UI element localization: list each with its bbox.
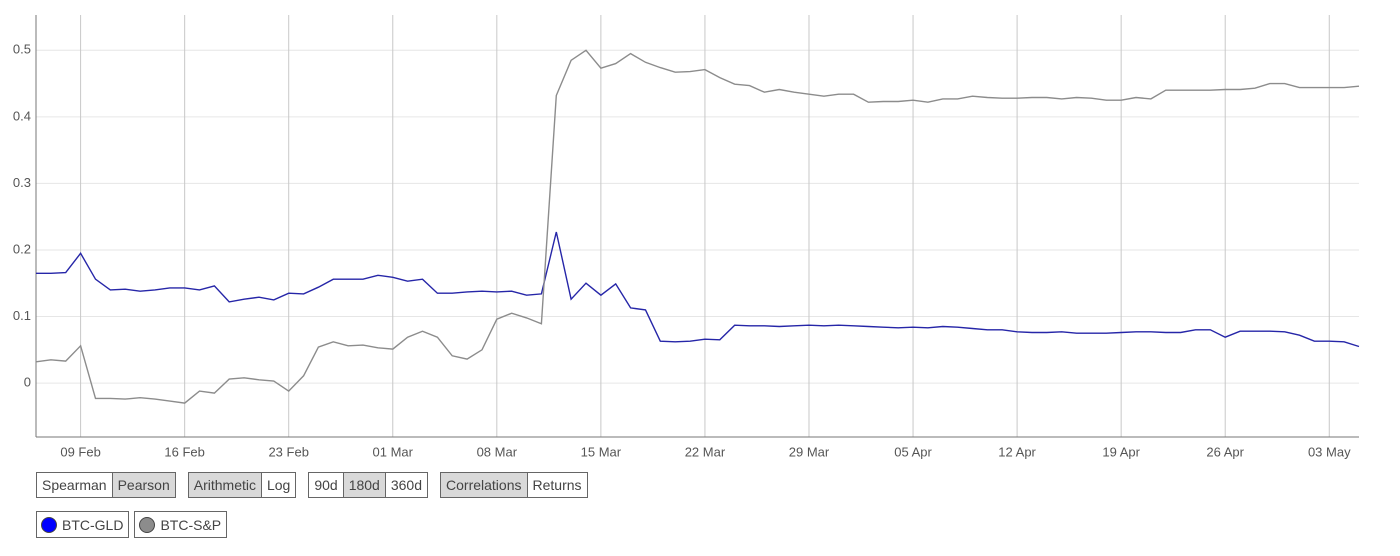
button-group: Correlations Returns	[440, 472, 588, 498]
x-tick-label: 23 Feb	[268, 444, 308, 459]
y-tick-label: 0.5	[13, 42, 31, 57]
controls: Spearman Pearson Arithmetic Log 90d 180d 360d C…	[36, 472, 588, 498]
x-tick-label: 01 Mar	[373, 444, 414, 459]
x-tick-label: 03 May	[1308, 444, 1351, 459]
x-tick-label: 05 Apr	[894, 444, 932, 459]
x-tick-label: 22 Mar	[685, 444, 726, 459]
y-tick-label: 0.1	[13, 308, 31, 323]
toggle-button[interactable]: Correlations	[441, 473, 527, 497]
y-tick-label: 0.4	[13, 108, 31, 123]
legend: BTC-GLD BTC-S&P	[36, 511, 228, 538]
legend-swatch	[139, 516, 156, 533]
y-tick-label: 0	[24, 375, 31, 390]
x-tick-label: 09 Feb	[60, 444, 100, 459]
legend-swatch	[41, 516, 57, 533]
legend-item[interactable]: BTC-GLD	[36, 511, 130, 538]
toggle-button[interactable]: Log	[260, 473, 296, 497]
toggle-button[interactable]: 180d	[342, 473, 385, 497]
x-tick-label: 26 Apr	[1206, 444, 1244, 459]
y-tick-label: 0.3	[13, 175, 31, 190]
button-group: Arithmetic Log	[187, 472, 297, 498]
button-group: Spearman Pearson	[36, 472, 176, 498]
toggle-button[interactable]: 360d	[384, 473, 428, 497]
chart: 0 0.1 0.2 0.3 0.4 0.5 09 Feb 16 Feb 23 Feb 01 Mar…	[13, 15, 1360, 459]
legend-label: BTC-GLD	[62, 516, 124, 533]
toggle-button[interactable]: Arithmetic	[188, 473, 261, 497]
x-tick-label: 12 Apr	[998, 444, 1036, 459]
series-line	[35, 49, 1360, 404]
toggle-button[interactable]: Returns	[526, 473, 587, 497]
x-tick-label: 15 Mar	[581, 444, 622, 459]
toggle-button[interactable]: Spearman	[37, 473, 112, 497]
button-group: 90d 180d 360d	[308, 472, 429, 498]
y-tick-label: 0.2	[13, 241, 31, 256]
legend-item[interactable]: BTC-S&P	[134, 511, 228, 538]
series-line	[36, 231, 1360, 348]
x-tick-label: 16 Feb	[164, 444, 204, 459]
toggle-button[interactable]: Pearson	[111, 473, 175, 497]
x-tick-label: 08 Mar	[477, 444, 518, 459]
x-tick-label: 29 Mar	[789, 444, 830, 459]
x-tick-label: 19 Apr	[1102, 444, 1140, 459]
legend-label: BTC-S&P	[160, 516, 222, 533]
toggle-button[interactable]: 90d	[309, 473, 343, 497]
